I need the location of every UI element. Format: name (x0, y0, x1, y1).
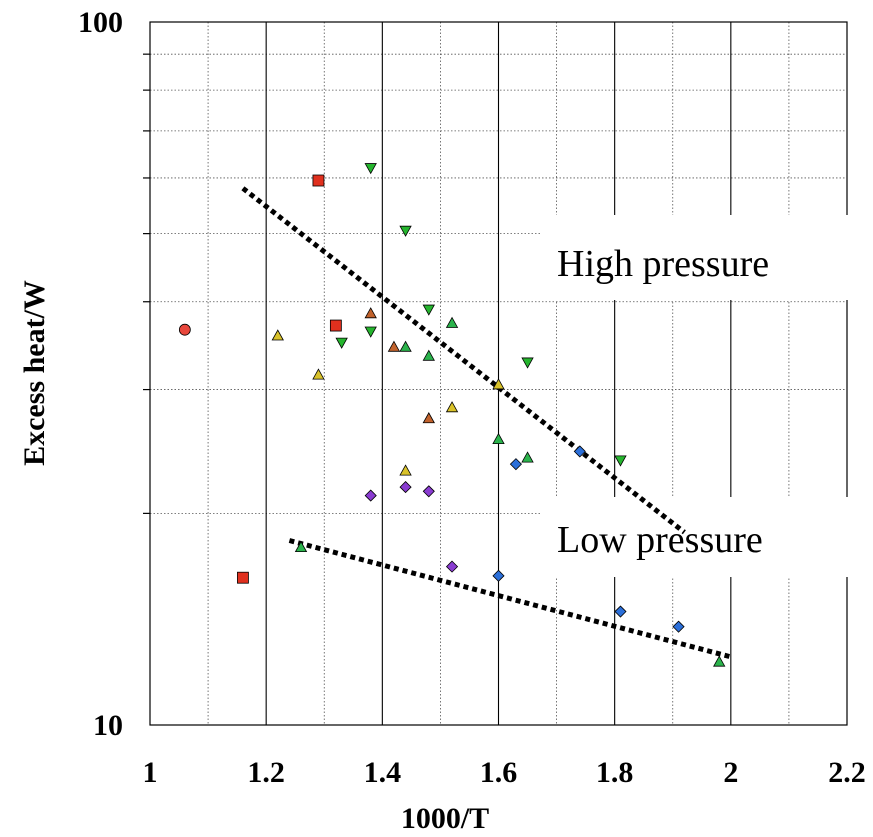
plot-area-frame (149, 21, 848, 726)
triangle-up-marker (364, 307, 377, 319)
diamond-marker (672, 620, 685, 633)
y-axis-title: Excess heat/W (18, 280, 51, 466)
x-tick-label: 1 (143, 756, 158, 789)
triangle-down-marker (335, 337, 348, 349)
triangle-up-marker (445, 401, 459, 413)
trendline (288, 538, 732, 660)
diamond-marker (399, 480, 412, 494)
triangle-down-marker (422, 304, 435, 316)
triangle-down-marker (614, 455, 627, 467)
triangle-down-marker (364, 326, 377, 338)
triangle-up-marker (387, 340, 401, 352)
triangle-down-marker (364, 163, 377, 175)
x-tick-label: 2 (723, 756, 738, 789)
x-axis-title: 1000/T (401, 802, 489, 835)
diamond-marker (492, 569, 505, 582)
diamond-marker (614, 605, 627, 618)
circle-marker (178, 323, 191, 336)
x-tick-label: 1.4 (364, 756, 402, 789)
diamond-marker (573, 445, 586, 458)
trendlines (241, 186, 732, 660)
triangle-down-marker (399, 225, 412, 237)
triangle-up-marker (271, 329, 284, 341)
triangle-up-marker (399, 464, 412, 476)
x-tick-label: 1.6 (480, 756, 518, 789)
triangle-up-marker (422, 412, 435, 424)
diamond-marker (422, 485, 435, 498)
diamond-marker (445, 560, 459, 573)
y-axis-tick-marks (143, 53, 150, 514)
x-tick-label: 1.2 (247, 756, 285, 789)
triangle-up-marker (521, 451, 534, 463)
triangle-up-marker (492, 378, 505, 390)
square-marker (329, 319, 342, 332)
x-axis-tick-labels: 1 1.2 1.4 1.6 1.8 2 2.2 (143, 756, 866, 789)
data-points (178, 163, 726, 667)
triangle-up-marker (445, 316, 459, 328)
triangle-up-marker (312, 368, 325, 380)
square-marker (237, 571, 249, 584)
triangle-up-marker (399, 340, 412, 352)
triangle-up-marker (422, 349, 435, 361)
x-tick-label: 2.2 (828, 756, 866, 789)
square-marker (312, 174, 325, 187)
triangle-up-marker (492, 432, 505, 445)
x-tick-label: 1.8 (596, 756, 634, 789)
y-tick-label: 100 (78, 6, 123, 39)
major-grid (265, 22, 732, 725)
y-tick-label: 10 (93, 709, 123, 742)
annotation-high-pressure: High pressure (557, 243, 769, 285)
diamond-marker (364, 489, 377, 502)
diamond-marker (509, 458, 522, 471)
y-axis-tick-labels: 10 100 (78, 6, 123, 742)
trendline (241, 186, 686, 535)
annotation-backgrounds (540, 215, 870, 577)
triangle-down-marker (521, 357, 534, 369)
triangle-up-marker (713, 655, 726, 667)
annotation-low-pressure: Low pressure (557, 519, 763, 561)
triangle-up-marker (294, 540, 308, 553)
